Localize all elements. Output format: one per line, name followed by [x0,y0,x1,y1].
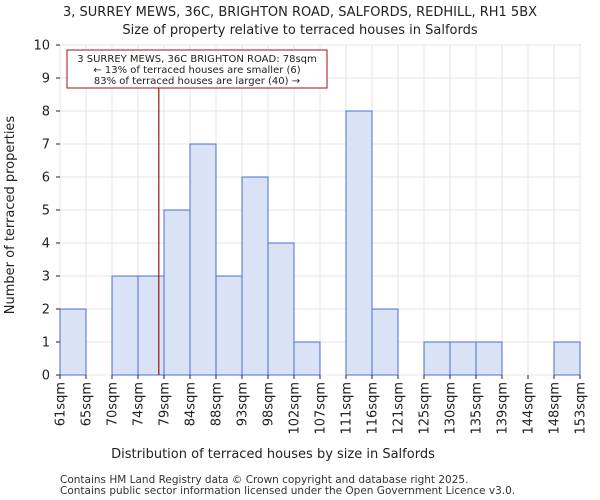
x-tick-label: 125sqm [418,382,433,435]
bar-79sqm [163,209,191,376]
annotation-border [66,49,328,89]
x-tick-label: 135sqm [470,382,485,435]
bar-61sqm [59,308,87,376]
annotation-box: 3 SURREY MEWS, 36C BRIGHTON ROAD: 78sqm … [66,49,328,89]
x-tick-label: 88sqm [210,382,225,426]
x-tick-label: 144sqm [522,382,537,435]
annotation-line-1: 3 SURREY MEWS, 36C BRIGHTON ROAD: 78sqm [77,54,317,65]
bars [59,110,581,376]
annotation-line-2: ← 13% of terraced houses are smaller (6) [93,65,300,76]
y-tick-label: 10 [33,39,50,54]
bar-135sqm [475,341,503,376]
y-tick-label: 1 [42,336,50,351]
x-tick-label: 121sqm [392,382,407,435]
x-tick-label: 153sqm [574,382,589,435]
chart-subtitle: Size of property relative to terraced ho… [122,23,477,38]
y-tick-label: 8 [42,105,50,120]
footer-line-1: Contains HM Land Registry data © Crown c… [60,474,468,486]
chart-title: 3, SURREY MEWS, 36C, BRIGHTON ROAD, SALF… [63,5,537,20]
x-tick-label: 84sqm [184,382,199,426]
bar-111sqm [345,110,373,376]
y-tick-label: 2 [42,303,50,318]
bar-88sqm [215,275,243,376]
x-tick-label: 116sqm [366,382,381,435]
x-tick-label: 148sqm [548,382,563,435]
bar-102sqm [293,341,321,376]
x-axis-ticks: 61sqm 65sqm 70sqm 74sqm 79sqm 84sqm 88sqm 93sqm… [54,375,589,435]
x-tick-label: 65sqm [80,382,95,426]
bar-116sqm [371,308,399,376]
x-tick-label: 61sqm [54,382,69,426]
bar-84sqm [189,143,217,376]
y-tick-label: 9 [42,72,50,87]
footer-line-2: Contains public sector information licen… [60,485,515,497]
bar-125sqm [423,341,451,376]
y-tick-label: 6 [42,171,50,186]
x-tick-label: 70sqm [106,382,121,426]
x-tick-label: 98sqm [262,382,277,426]
x-tick-label: 74sqm [132,382,147,426]
y-tick-label: 4 [42,237,50,252]
bar-130sqm [449,341,477,376]
bar-70sqm [111,275,139,376]
x-tick-label: 130sqm [444,382,459,435]
x-tick-label: 139sqm [496,382,511,435]
bar-93sqm [241,176,269,376]
x-tick-label: 79sqm [158,382,173,426]
bar-148sqm [553,341,581,376]
x-tick-label: 102sqm [288,382,303,435]
y-tick-label: 0 [42,369,50,384]
bar-74sqm [137,275,165,376]
y-tick-label: 7 [42,138,50,153]
x-tick-label: 107sqm [314,382,329,435]
x-tick-label: 93sqm [236,382,251,426]
x-tick-label: 111sqm [340,382,355,435]
annotation-line-3: 83% of terraced houses are larger (40) → [94,76,300,87]
y-axis-ticks: 0 1 2 3 4 5 6 7 8 9 10 [33,39,60,384]
y-tick-label: 5 [42,204,50,219]
bar-98sqm [267,242,295,376]
x-axis-label: Distribution of terraced houses by size … [111,447,435,462]
y-tick-label: 3 [42,270,50,285]
y-axis-label: Number of terraced properties [3,116,18,315]
